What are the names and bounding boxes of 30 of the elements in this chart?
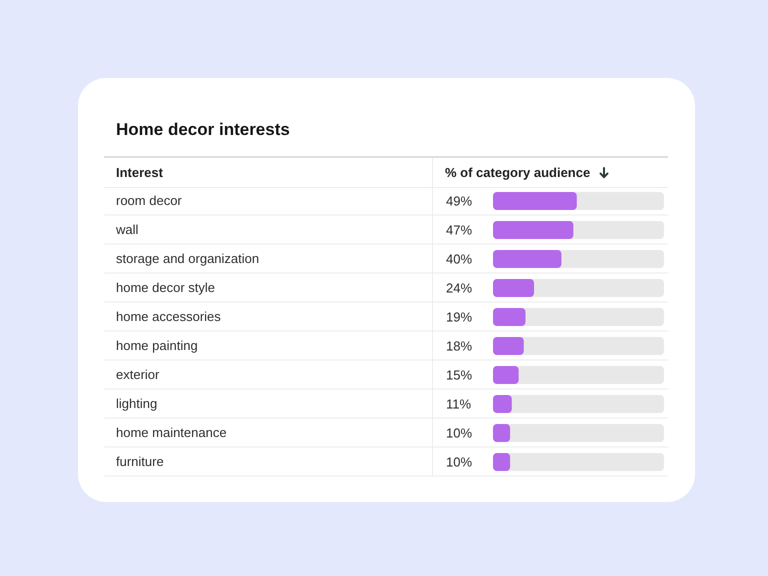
y-tick-label: home decor style — [116, 280, 215, 295]
data-label: 10% — [446, 454, 472, 470]
y-tick-label: wall — [115, 222, 139, 237]
data-label: 15% — [446, 368, 472, 382]
data-label: 49% — [446, 194, 472, 208]
y-tick-label: storage and organization — [116, 251, 260, 266]
y-tick-label: home maintenance — [116, 425, 227, 440]
y-tick-label: exterior — [116, 367, 160, 382]
data-label: 19% — [446, 310, 472, 324]
text: Home decor interests — [116, 120, 290, 140]
bar — [493, 424, 510, 442]
y-tick-label: room decor — [116, 193, 182, 208]
y-tick-label: home accessories — [116, 309, 222, 324]
data-label: 18% — [446, 338, 472, 354]
y-tick-label: lighting — [116, 396, 158, 411]
bar — [493, 366, 519, 384]
data-label: 10% — [446, 426, 472, 440]
bar — [493, 453, 510, 471]
bar — [493, 395, 512, 413]
data-label: 11% — [446, 396, 472, 412]
data-label: 40% — [446, 252, 472, 266]
data-label: 24% — [446, 280, 472, 296]
x-axis-title: % of category audience — [445, 164, 590, 182]
bar — [493, 308, 526, 326]
y-tick-label: furniture — [116, 454, 164, 469]
bar — [493, 337, 524, 355]
bar — [493, 279, 534, 297]
data-label: 47% — [446, 222, 472, 238]
y-axis-title: Interest — [116, 164, 163, 182]
y-tick-label: home painting — [116, 338, 198, 353]
